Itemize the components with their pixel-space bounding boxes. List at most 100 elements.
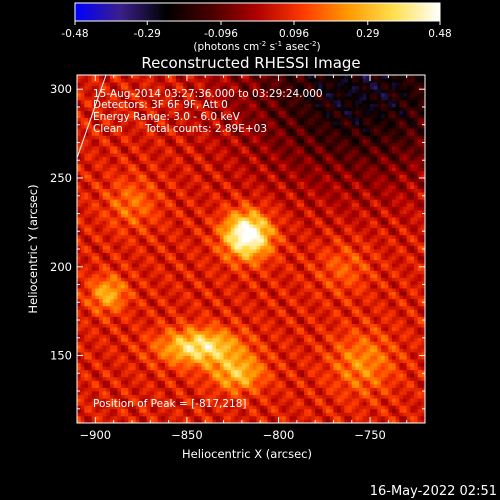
heatmap-cell — [102, 323, 107, 328]
heatmap-cell — [91, 103, 96, 108]
heatmap-cell — [142, 241, 147, 246]
heatmap-cell — [117, 394, 122, 399]
heatmap-cell — [139, 224, 144, 229]
heatmap-cell — [168, 117, 173, 122]
heatmap-cell — [175, 177, 180, 182]
heatmap-cell — [260, 217, 265, 221]
heatmap-cell — [179, 135, 184, 140]
heatmap-cell — [197, 316, 202, 321]
heatmap-cell — [142, 252, 147, 257]
heatmap-cell — [142, 163, 147, 168]
heatmap-cell — [150, 366, 155, 371]
heatmap-cell — [212, 295, 217, 300]
heatmap-cell — [227, 114, 232, 119]
heatmap-cell — [223, 82, 228, 87]
heatmap-cell — [172, 121, 177, 126]
heatmap-cell — [87, 174, 93, 179]
heatmap-cell — [245, 209, 250, 214]
heatmap-cell — [161, 78, 166, 83]
heatmap-cell — [208, 199, 213, 204]
heatmap-cell — [208, 85, 213, 90]
heatmap-cell — [241, 174, 246, 179]
heatmap-cell — [168, 224, 173, 229]
heatmap-cell — [245, 312, 250, 317]
heatmap-cell — [190, 419, 195, 423]
heatmap-cell — [216, 220, 221, 225]
heatmap-cell — [245, 202, 250, 207]
heatmap-cell — [230, 131, 235, 136]
heatmap-cell — [128, 106, 133, 111]
heatmap-cell — [252, 270, 257, 275]
heatmap-cell — [102, 351, 107, 356]
heatmap-cell — [238, 231, 243, 236]
heatmap-cell — [260, 291, 265, 296]
heatmap-cell — [208, 245, 213, 250]
heatmap-cell — [113, 213, 118, 218]
heatmap-cell — [249, 121, 254, 126]
heatmap-cell — [183, 142, 188, 147]
heatmap-cell — [238, 153, 243, 158]
heatmap-cell — [194, 231, 199, 236]
heatmap-cell — [179, 75, 184, 79]
heatmap-cell — [120, 149, 126, 154]
heatmap-cell — [260, 238, 265, 243]
heatmap-cell — [161, 131, 166, 136]
heatmap-cell — [77, 302, 82, 307]
heatmap-cell — [172, 351, 177, 356]
heatmap-cell — [219, 167, 224, 172]
heatmap-cell — [179, 366, 184, 371]
heatmap-cell — [98, 387, 104, 392]
heatmap-cell — [117, 327, 122, 332]
heatmap-cell — [128, 398, 133, 403]
heatmap-cell — [128, 383, 133, 388]
heatmap-cell — [186, 408, 191, 413]
heatmap-cell — [190, 330, 195, 335]
heatmap-cell — [106, 355, 111, 360]
heatmap-cell — [157, 106, 162, 111]
heatmap-cell — [84, 192, 89, 197]
colorbar-tick-label: 0.48 — [428, 28, 451, 40]
heatmap-cell — [131, 359, 137, 364]
heatmap-cell — [230, 78, 235, 83]
heatmap-cell — [249, 412, 254, 417]
heatmap-cell — [208, 224, 213, 229]
heatmap-cell — [238, 401, 243, 406]
heatmap-cell — [183, 124, 188, 129]
heatmap-cell — [139, 117, 144, 122]
heatmap-cell — [98, 121, 104, 126]
heatmap-cell — [91, 302, 96, 307]
heatmap-cell — [186, 192, 191, 197]
heatmap-cell — [219, 401, 224, 406]
heatmap-cell — [252, 405, 257, 410]
heatmap-cell — [91, 245, 96, 250]
heatmap-cell — [175, 376, 180, 381]
heatmap-cell — [201, 195, 206, 200]
heatmap-cell — [113, 355, 118, 360]
heatmap-cell — [120, 359, 126, 364]
heatmap-cell — [91, 99, 96, 104]
heatmap-cell — [208, 99, 213, 104]
heatmap-cell — [205, 351, 210, 356]
heatmap-cell — [142, 373, 147, 378]
heatmap-cell — [128, 366, 133, 371]
heatmap-cell — [139, 128, 144, 133]
heatmap-cell — [153, 195, 158, 200]
heatmap-cell — [153, 160, 158, 165]
heatmap-cell — [252, 348, 257, 353]
heatmap-cell — [164, 153, 169, 158]
heatmap-cell — [197, 128, 202, 133]
heatmap-cell — [164, 344, 169, 349]
heatmap-cell — [98, 383, 104, 388]
heatmap-cell — [113, 174, 118, 179]
heatmap-cell — [146, 241, 151, 246]
heatmap-cell — [128, 131, 133, 136]
heatmap-cell — [131, 341, 137, 346]
heatmap-cell — [84, 362, 89, 367]
heatmap-cell — [106, 149, 111, 154]
heatmap-cell — [216, 280, 221, 285]
heatmap-cell — [219, 273, 224, 278]
heatmap-cell — [245, 142, 250, 147]
heatmap-cell — [186, 355, 191, 360]
heatmap-cell — [102, 135, 107, 140]
heatmap-cell — [95, 366, 100, 371]
